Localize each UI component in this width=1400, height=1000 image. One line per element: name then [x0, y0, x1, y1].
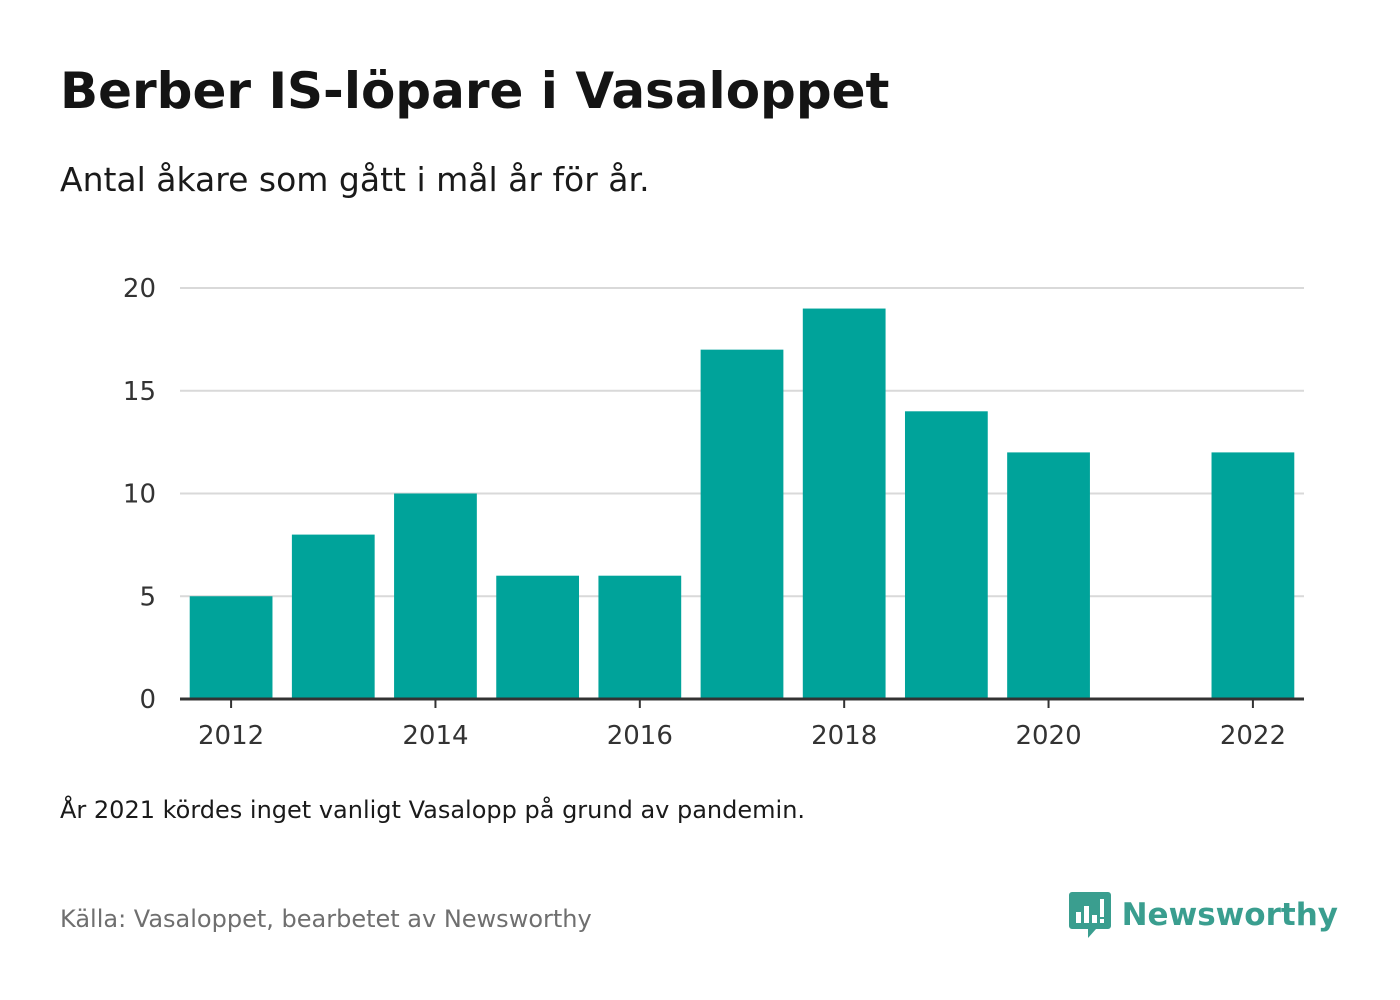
brand: Newsworthy [1068, 890, 1338, 940]
chart-subtitle: Antal åkare som gått i mål år för år. [60, 160, 650, 199]
bar-2022 [1211, 452, 1295, 699]
bar-2019 [904, 411, 988, 699]
x-tick-label: 2016 [607, 721, 673, 751]
bars [189, 308, 1295, 699]
bar-2016 [598, 575, 682, 699]
y-tick-label: 0 [139, 685, 156, 715]
x-tick-label: 2022 [1220, 721, 1286, 751]
brand-name: Newsworthy [1121, 897, 1338, 933]
axes: 0 5 10 15 20 2012 2014 2016 2018 2020 2022 [123, 274, 1304, 751]
bar-2012 [189, 596, 273, 699]
y-tick-label: 20 [123, 274, 156, 304]
y-tick-label: 15 [123, 377, 156, 407]
bar-2018 [802, 308, 886, 699]
y-tick-label: 5 [139, 582, 156, 612]
newsworthy-logo-icon [1068, 892, 1111, 938]
source-text: Källa: Vasaloppet, bearbetet av Newswort… [60, 905, 592, 933]
y-tick-label: 10 [123, 480, 156, 510]
x-tick-label: 2012 [198, 721, 264, 751]
x-tick-label: 2018 [811, 721, 877, 751]
bar-2020 [1007, 452, 1090, 699]
x-tick-label: 2020 [1015, 721, 1081, 751]
footnote: År 2021 kördes inget vanligt Vasalopp på… [60, 796, 806, 824]
bar-2015 [496, 575, 580, 699]
bar-2013 [291, 534, 375, 699]
bar-2014 [394, 493, 477, 699]
chart-title: Berber IS-löpare i Vasaloppet [60, 62, 890, 120]
x-tick-label: 2014 [402, 721, 468, 751]
bar-2017 [700, 349, 784, 699]
